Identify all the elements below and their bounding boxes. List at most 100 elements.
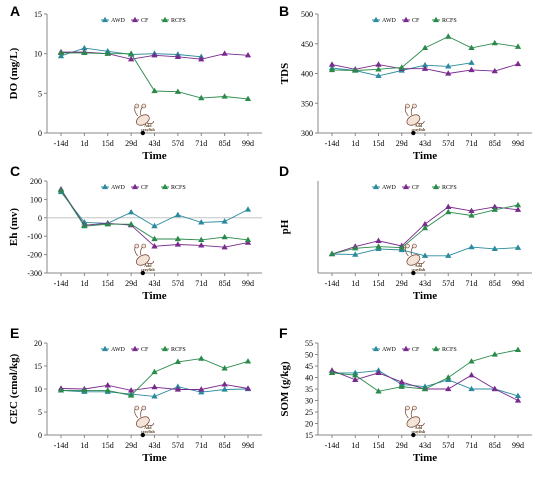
data-point (468, 66, 475, 73)
data-point (375, 72, 382, 79)
data-point (57, 387, 65, 393)
x-axis-title: Time (413, 150, 437, 162)
data-point (81, 44, 88, 51)
series-line (331, 206, 519, 255)
y-tick-label: 40 (305, 374, 313, 383)
data-point (127, 208, 135, 215)
series-rcfs (57, 186, 252, 243)
annotation-line2: crayfish (141, 127, 156, 132)
panel-b: B 300 350 400 450 500 -14d 1d 15d 29d 43d 57d 71d 85d… (279, 3, 532, 162)
data-point (352, 244, 359, 251)
annotation-line2: crayfish (411, 429, 426, 434)
x-tick-label: 29d (396, 139, 408, 148)
data-point (151, 383, 158, 390)
data-point (352, 251, 359, 257)
x-tick-label: -14d (325, 139, 340, 148)
y-tick-label: 10 (34, 385, 42, 394)
y-tick-label: 30 (305, 397, 313, 406)
legend: AWD CF RCFS (372, 16, 457, 24)
data-point (468, 59, 475, 65)
panel-letter: E (10, 325, 19, 341)
data-point (328, 66, 336, 73)
x-tick-label: 71d (195, 279, 207, 288)
data-point (445, 33, 452, 39)
x-axis-title: Time (413, 452, 437, 464)
x-tick-label: 15d (102, 441, 114, 450)
y-tick-label: 20 (34, 339, 42, 348)
data-point (221, 386, 228, 392)
x-tick-label: 1d (80, 441, 88, 450)
panel-a: A 0 5 10 15 -14d 1d 15d 29d 43d 57d 71d 85d 99d Time DO… (8, 3, 262, 162)
x-tick-label: 1d (80, 139, 88, 148)
x-tick-label: 85d (219, 139, 231, 148)
data-point (491, 385, 498, 392)
y-axis-title: CEC (cmol/kg) (8, 353, 20, 424)
data-point (421, 44, 429, 51)
x-tick-label: 71d (195, 441, 207, 450)
data-point (468, 44, 475, 51)
data-point (375, 237, 382, 243)
data-point (375, 369, 382, 376)
series-line (60, 191, 249, 227)
data-point (104, 387, 111, 393)
data-point (491, 67, 498, 74)
x-tick-label: 57d (442, 441, 454, 450)
legend-label: AWD (111, 18, 126, 24)
y-tick-label: -300 (27, 269, 42, 278)
series-rcfs (328, 346, 522, 394)
data-point (244, 206, 252, 212)
data-point (127, 55, 135, 62)
data-point (244, 51, 252, 58)
series-rcfs (328, 33, 522, 73)
legend-label: RCFS (442, 185, 457, 191)
x-tick-label: -14d (325, 279, 340, 288)
data-point (151, 235, 158, 242)
data-point (514, 397, 522, 403)
y-tick-label: -200 (27, 251, 42, 260)
annotation-dot (140, 130, 146, 136)
x-tick-label: -14d (54, 279, 69, 288)
data-point (198, 355, 205, 361)
x-tick-label: 99d (512, 139, 524, 148)
x-axis-title: Time (413, 290, 437, 302)
x-tick-label: -14d (54, 441, 69, 450)
series-line (60, 189, 249, 241)
data-point (398, 244, 405, 250)
data-point (127, 220, 135, 227)
x-tick-label: 1d (351, 139, 359, 148)
legend-marker (131, 345, 139, 352)
legend-label: CF (412, 185, 420, 191)
panel-letter: D (279, 163, 289, 179)
legend-label: CF (412, 18, 420, 24)
y-tick-label: 450 (301, 40, 313, 49)
annotation-line2: crayfish (411, 127, 426, 132)
data-point (421, 61, 429, 68)
data-point (81, 49, 88, 56)
legend-label: CF (141, 18, 149, 24)
legend-marker (372, 183, 380, 190)
legend-marker (161, 345, 169, 352)
panel-d: D -14d 1d 15d 29d 43d 57d 71d 85d 99d Time pH AWD CF R… (279, 163, 532, 302)
legend-marker (432, 16, 440, 23)
data-point (352, 371, 359, 378)
data-point (221, 233, 228, 240)
x-tick-label: 57d (442, 279, 454, 288)
data-point (174, 88, 182, 94)
data-point (244, 236, 252, 243)
data-point (514, 346, 522, 353)
legend-marker (402, 345, 410, 352)
data-point (104, 50, 111, 56)
annotation-dot (411, 130, 416, 136)
legend-label: AWD (382, 185, 397, 191)
data-point (328, 369, 336, 376)
panel-letter: C (10, 163, 20, 179)
data-point (81, 387, 88, 393)
data-point (445, 252, 452, 258)
data-point (127, 392, 135, 398)
y-tick-label: 50 (305, 351, 313, 360)
data-point (151, 368, 158, 375)
data-point (445, 203, 452, 210)
data-point (491, 245, 498, 251)
data-point (375, 243, 382, 249)
